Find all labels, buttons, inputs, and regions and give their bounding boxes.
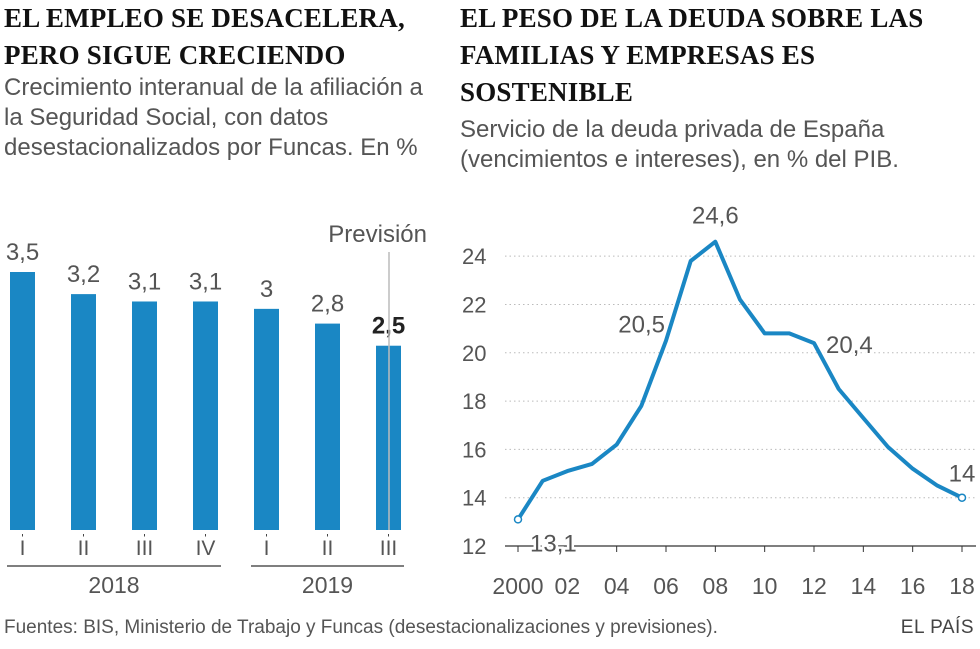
year-label: 2018 [88, 572, 139, 598]
bar-3 [132, 301, 157, 530]
data-annotation: 24,6 [692, 203, 739, 230]
bar-value-label: 3,5 [6, 239, 39, 266]
quarter-label: II [78, 537, 90, 560]
sources-note: Fuentes: BIS, Ministerio de Trabajo y Fu… [4, 617, 718, 638]
bar-value-label: 2,8 [311, 291, 344, 318]
debt-service-line [516, 239, 964, 522]
quarter-label: II [322, 537, 334, 560]
quarter-label: III [380, 537, 398, 560]
data-annotation: 13,1 [530, 530, 577, 557]
quarter-label: IV [196, 537, 216, 560]
quarter-label: III [136, 537, 154, 560]
y-tick-label: 22 [462, 292, 486, 317]
y-tick-label: 20 [462, 341, 486, 366]
endpoint-marker [513, 515, 523, 524]
x-tick-label: 08 [703, 573, 729, 599]
quarter-label: I [264, 537, 270, 560]
x-tick-label: 18 [949, 573, 975, 599]
x-tick-label: 12 [801, 573, 827, 599]
quarter-label: I [20, 537, 26, 560]
right-chart-subtitle: Servicio de la deuda privada de España (… [460, 116, 899, 173]
data-annotation: 20,5 [618, 312, 665, 339]
x-tick-label: 04 [604, 573, 630, 599]
x-tick-label: 2000 [492, 573, 543, 599]
right-chart-title: EL PESO DE LA DEUDA SOBRE LAS FAMILIAS Y… [460, 3, 924, 107]
y-tick-label: 12 [462, 534, 486, 559]
bar-value-label: 3 [260, 276, 273, 303]
bar-5 [254, 308, 279, 530]
y-tick-label: 16 [462, 437, 486, 462]
brand-logo: EL PAÍS [900, 617, 974, 638]
bar-value-label: 3,1 [189, 268, 222, 295]
forecast-label: Previsión [328, 221, 427, 248]
y-tick-label: 24 [462, 244, 486, 269]
x-tick-label: 14 [851, 573, 877, 599]
data-annotation: 14 [949, 461, 976, 488]
bar-6 [315, 323, 340, 530]
left-chart-title: EL EMPLEO SE DESACELERA, PERO SIGUE CREC… [4, 3, 405, 70]
bar-value-label: 3,1 [128, 268, 161, 295]
x-tick-label: 06 [653, 573, 679, 599]
bar-2 [71, 294, 96, 530]
debt-line-chart: 12 14 16 18 20 22 24 2000 02 04 06 08 10 12 14 16 18 13,1… [462, 200, 978, 599]
bar-value-label: 3,2 [67, 261, 100, 288]
x-tick-label: 10 [752, 573, 778, 599]
x-tick-label: 02 [555, 573, 581, 599]
bar-1 [10, 272, 35, 530]
x-tick-label: 16 [900, 573, 926, 599]
bar-4 [193, 301, 218, 530]
footer: Fuentes: BIS, Ministerio de Trabajo y Fu… [4, 617, 974, 639]
year-label: 2019 [302, 572, 353, 598]
data-annotation: 20,4 [826, 332, 873, 359]
y-tick-label: 14 [462, 486, 486, 511]
endpoint-marker [957, 493, 967, 502]
y-tick-label: 18 [462, 389, 486, 414]
left-chart-subtitle: Crecimiento interanual de la afiliación … [4, 74, 423, 161]
